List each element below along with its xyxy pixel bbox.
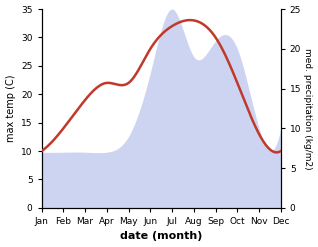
- Y-axis label: med. precipitation (kg/m2): med. precipitation (kg/m2): [303, 48, 313, 169]
- Y-axis label: max temp (C): max temp (C): [5, 75, 16, 142]
- X-axis label: date (month): date (month): [120, 231, 203, 242]
